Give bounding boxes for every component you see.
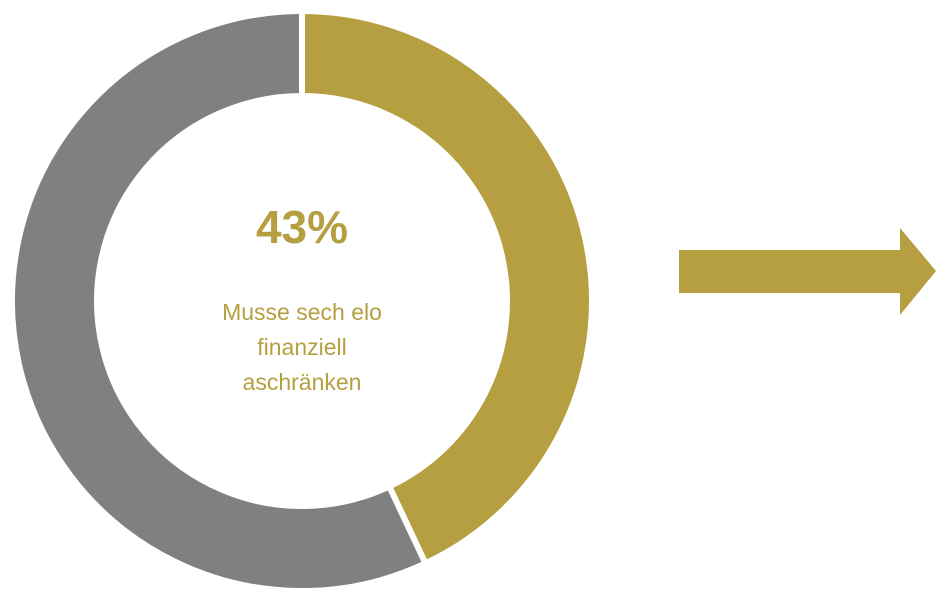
value-label: 43% xyxy=(255,201,349,253)
donut-segment xyxy=(299,7,595,568)
donut-segment xyxy=(9,7,430,590)
arrow xyxy=(679,228,936,315)
category-label: Musse sech elo finanziell aschränken xyxy=(222,299,382,395)
donut xyxy=(9,7,595,590)
